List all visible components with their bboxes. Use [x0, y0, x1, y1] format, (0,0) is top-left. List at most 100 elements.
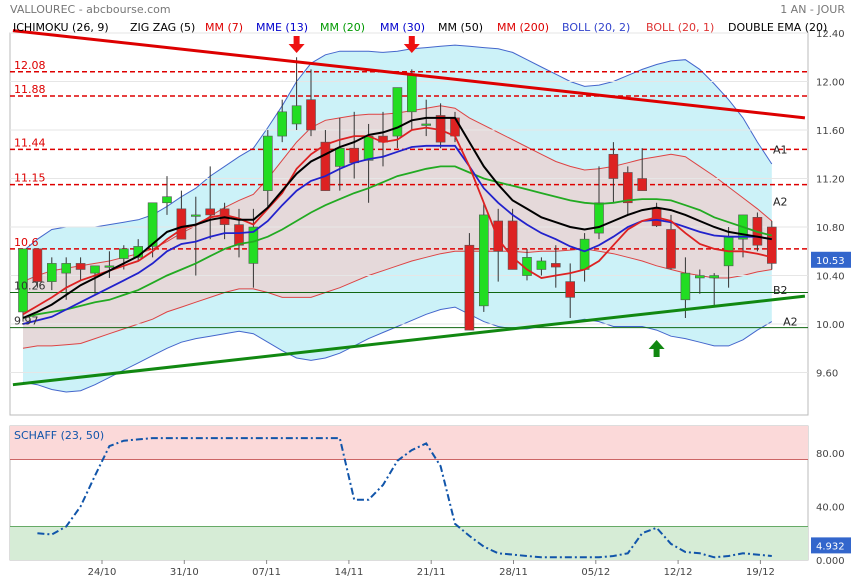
price-tick-label: 12.00 [816, 78, 845, 89]
candle-down [349, 147, 360, 164]
candle-down [450, 117, 460, 137]
x-axis: 24/10 31/10 07/11 14/11 21/11 28/11 05/12 12/12… [88, 560, 775, 578]
candle-up [277, 111, 288, 137]
candle-up [363, 135, 374, 161]
candle-down [234, 224, 244, 246]
price-tick-label: 12.40 [816, 29, 845, 40]
candle-up [334, 147, 345, 167]
legend-item: BOLL (20, 1) [646, 21, 714, 34]
price-tick-label: 9.60 [816, 369, 838, 380]
candle-down [507, 220, 518, 270]
x-tick-label: 31/10 [170, 567, 199, 578]
candle-up [694, 275, 705, 279]
indicator-panel: SCHAFF (23, 50) 80.00 40.00 0.000 4.932 [9, 425, 851, 567]
legend-item: DOUBLE EMA (20) [728, 21, 827, 34]
indicator-tick-label: 0.000 [816, 556, 845, 567]
candle-up [90, 265, 100, 274]
moving-averages [22, 116, 773, 325]
legend: ICHIMOKU (26, 9) ZIG ZAG (5) MM (7) MME (13… [13, 21, 827, 34]
price-tick-label: 11.60 [816, 126, 845, 137]
bollinger-lower-1 [22, 248, 772, 349]
schaff-line [37, 437, 772, 559]
candle-up [478, 214, 489, 307]
x-tick-label: 12/12 [664, 567, 693, 578]
candle-up [46, 263, 57, 282]
candle-down [766, 226, 777, 264]
signal-arrows [288, 36, 665, 357]
candle-up [104, 265, 115, 268]
candle-up [248, 226, 259, 264]
candle-down [493, 220, 504, 252]
buy-arrow-icon [648, 340, 665, 357]
overbought-zone [10, 426, 808, 460]
legend-item: ICHIMOKU (26, 9) [13, 21, 109, 34]
last-price-label: 10.53 [816, 256, 845, 267]
candle-up [119, 248, 129, 259]
wave-label: A2 [783, 316, 798, 329]
price-grid [10, 32, 808, 374]
level-labels: 12.08 11.88 11.44 11.15 10.6 10.26 9.97 A1 A2 B2 A… [14, 59, 798, 329]
indicator-tick-label: 80.00 [816, 449, 845, 460]
candle-up [421, 123, 432, 126]
candle-up [392, 87, 403, 137]
candle-up [191, 214, 201, 217]
candle-down [565, 281, 576, 298]
sell-arrow-icon [403, 36, 420, 53]
x-tick-label: 14/11 [334, 567, 363, 578]
candle-up [18, 248, 28, 313]
indicator-last-tag [811, 537, 851, 554]
sell-arrow-icon [288, 36, 305, 53]
candle-down [608, 153, 619, 179]
candle-down [205, 208, 215, 216]
candle-up [536, 260, 547, 270]
indicator-tick-label: 40.00 [816, 502, 845, 513]
legend-item: BOLL (20, 2) [562, 21, 630, 34]
price-tick-label: 10.40 [816, 272, 845, 283]
support-label: 10.26 [14, 280, 46, 293]
candle-up [579, 238, 590, 270]
candle-down [550, 263, 561, 268]
legend-item: MM (50) [438, 21, 483, 34]
x-tick-label: 24/10 [88, 567, 117, 578]
candle-down [75, 263, 86, 270]
price-tick-label: 10.80 [816, 223, 845, 234]
candle-down [176, 208, 187, 240]
support-label: 9.97 [14, 315, 39, 328]
legend-item: MME (13) [256, 21, 308, 34]
legend-item: MM (30) [380, 21, 425, 34]
candle-down [666, 229, 676, 269]
candle-up [709, 275, 720, 279]
price-tick-label: 11.20 [816, 175, 845, 186]
price-tick-label: 10.00 [816, 320, 845, 331]
x-tick-label: 07/11 [252, 567, 281, 578]
resistance-label: 10.6 [14, 236, 39, 249]
indicator-last-label: 4.932 [816, 541, 845, 552]
indicator-title: SCHAFF (23, 50) [14, 429, 104, 442]
candle-up [594, 202, 604, 234]
candle-down [464, 244, 475, 331]
trendline-down [12, 29, 806, 120]
candle-down [637, 178, 648, 191]
x-tick-label: 05/12 [581, 567, 610, 578]
candle-down [32, 248, 43, 282]
wave-label: B2 [773, 284, 788, 297]
candle-up [61, 263, 72, 274]
legend-item: MM (7) [205, 21, 243, 34]
candle-up [162, 196, 172, 204]
x-tick-label: 19/12 [746, 567, 775, 578]
ma-line-sma20 [22, 165, 773, 319]
wave-label: A1 [773, 143, 788, 156]
x-tick-label: 21/11 [417, 567, 446, 578]
bollinger-upper-2 [22, 44, 773, 252]
trendline-up [12, 294, 806, 387]
wave-label: A2 [773, 196, 788, 209]
legend-item: MM (200) [497, 21, 549, 34]
candle-down [306, 99, 316, 131]
candle-up [291, 105, 302, 125]
price-y-axis: 12.40 12.00 11.60 11.20 10.80 10.40 10.00 9.60 1… [811, 29, 851, 380]
candle-up [147, 202, 158, 247]
legend-item: ZIG ZAG (5) [130, 21, 195, 34]
trendlines [12, 29, 806, 387]
resistance-label: 11.15 [14, 172, 46, 185]
